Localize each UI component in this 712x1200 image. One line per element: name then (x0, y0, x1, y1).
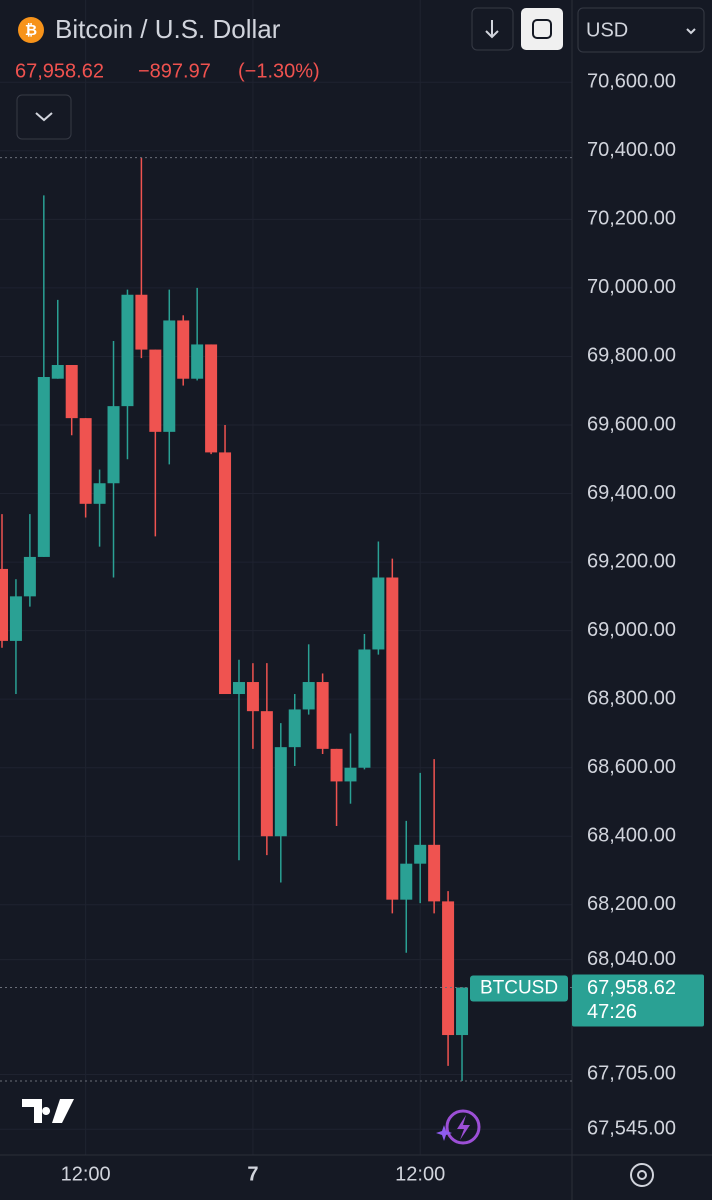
y-tick-label: 68,600.00 (587, 756, 676, 778)
candle-body (205, 344, 218, 453)
y-tick-label: 70,600.00 (587, 71, 676, 93)
candle-body (121, 294, 134, 407)
price-change: −897.97 (138, 60, 211, 82)
download-icon (485, 20, 499, 39)
last-price: 67,958.62 (15, 60, 104, 82)
y-tick-label: 68,400.00 (587, 825, 676, 847)
currency-label: USD (586, 19, 628, 41)
lightning-button[interactable] (445, 1109, 481, 1145)
candle-body (65, 365, 78, 419)
price-tag (572, 974, 704, 1027)
candle-body (442, 901, 455, 1036)
y-tick-label: 67,705.00 (587, 1063, 676, 1085)
chart-title: Bitcoin / U.S. Dollar (55, 14, 281, 44)
candle-body (400, 863, 413, 900)
y-tick-label: 70,400.00 (587, 139, 676, 161)
candle-body (428, 844, 441, 902)
tradingview-logo[interactable] (22, 1099, 74, 1123)
candle-body (219, 452, 232, 695)
candle-body (23, 556, 36, 597)
candles (0, 157, 469, 1081)
lightning-icon (457, 1115, 470, 1140)
settings-icon (637, 1170, 647, 1180)
fullscreen-button[interactable] (521, 8, 563, 50)
y-tick-label: 68,040.00 (587, 948, 676, 970)
y-tick-label: 69,800.00 (587, 345, 676, 367)
candle-body (51, 365, 64, 379)
coin-icon-glyph: ₿ (25, 22, 37, 39)
candle-body (316, 682, 329, 749)
candle-body (0, 568, 8, 641)
x-tick-label: 7 (247, 1163, 258, 1185)
y-tick-label: 67,545.00 (587, 1118, 676, 1140)
candle-body (288, 709, 301, 748)
sparkle-icon (436, 1125, 452, 1141)
candle-body (37, 377, 50, 557)
expand-button[interactable] (16, 94, 72, 140)
x-tick-label: 12:00 (395, 1163, 445, 1185)
candle-body (302, 682, 315, 710)
candle-body (107, 406, 120, 484)
candle-body (260, 711, 273, 837)
candle-body (344, 767, 357, 782)
candle-body (149, 349, 162, 432)
candle-body (135, 294, 148, 350)
y-tick-label: 69,000.00 (587, 619, 676, 641)
y-tick-label: 69,200.00 (587, 550, 676, 572)
price-tag-label: 67,958.62 (587, 977, 676, 999)
candle-body (274, 747, 287, 837)
y-tick-label: 68,800.00 (587, 687, 676, 709)
candle-body (372, 577, 385, 650)
candle-body (232, 682, 245, 695)
candle-body (191, 344, 204, 379)
symbol-label: BTCUSD (480, 978, 558, 999)
fullscreen-icon (532, 19, 552, 39)
candle-body (246, 682, 259, 712)
candle-body (414, 844, 427, 864)
candle-body (177, 320, 190, 379)
y-tick-label: 69,600.00 (587, 413, 676, 435)
y-tick-label: 70,000.00 (587, 276, 676, 298)
candle-body (358, 649, 371, 768)
y-tick-label: 70,200.00 (587, 208, 676, 230)
select-caret (686, 28, 696, 35)
candle-body (79, 418, 92, 504)
candle-body (330, 748, 343, 782)
candle-body (9, 596, 22, 641)
candle-body (163, 320, 176, 432)
expand-icon (35, 112, 53, 122)
candle-body (386, 577, 399, 900)
y-tick-label: 69,400.00 (587, 482, 676, 504)
candle-body (456, 987, 469, 1036)
countdown-label: 47:26 (587, 1001, 637, 1023)
currency-select[interactable] (577, 7, 705, 53)
settings-button[interactable] (630, 1163, 654, 1187)
symbol-tag (470, 975, 568, 1002)
y-tick-label: 68,200.00 (587, 893, 676, 915)
coin-icon (18, 17, 44, 43)
candle-body (93, 483, 106, 504)
price-change-pct: (−1.30%) (238, 60, 320, 82)
x-tick-label: 12:00 (61, 1163, 111, 1185)
